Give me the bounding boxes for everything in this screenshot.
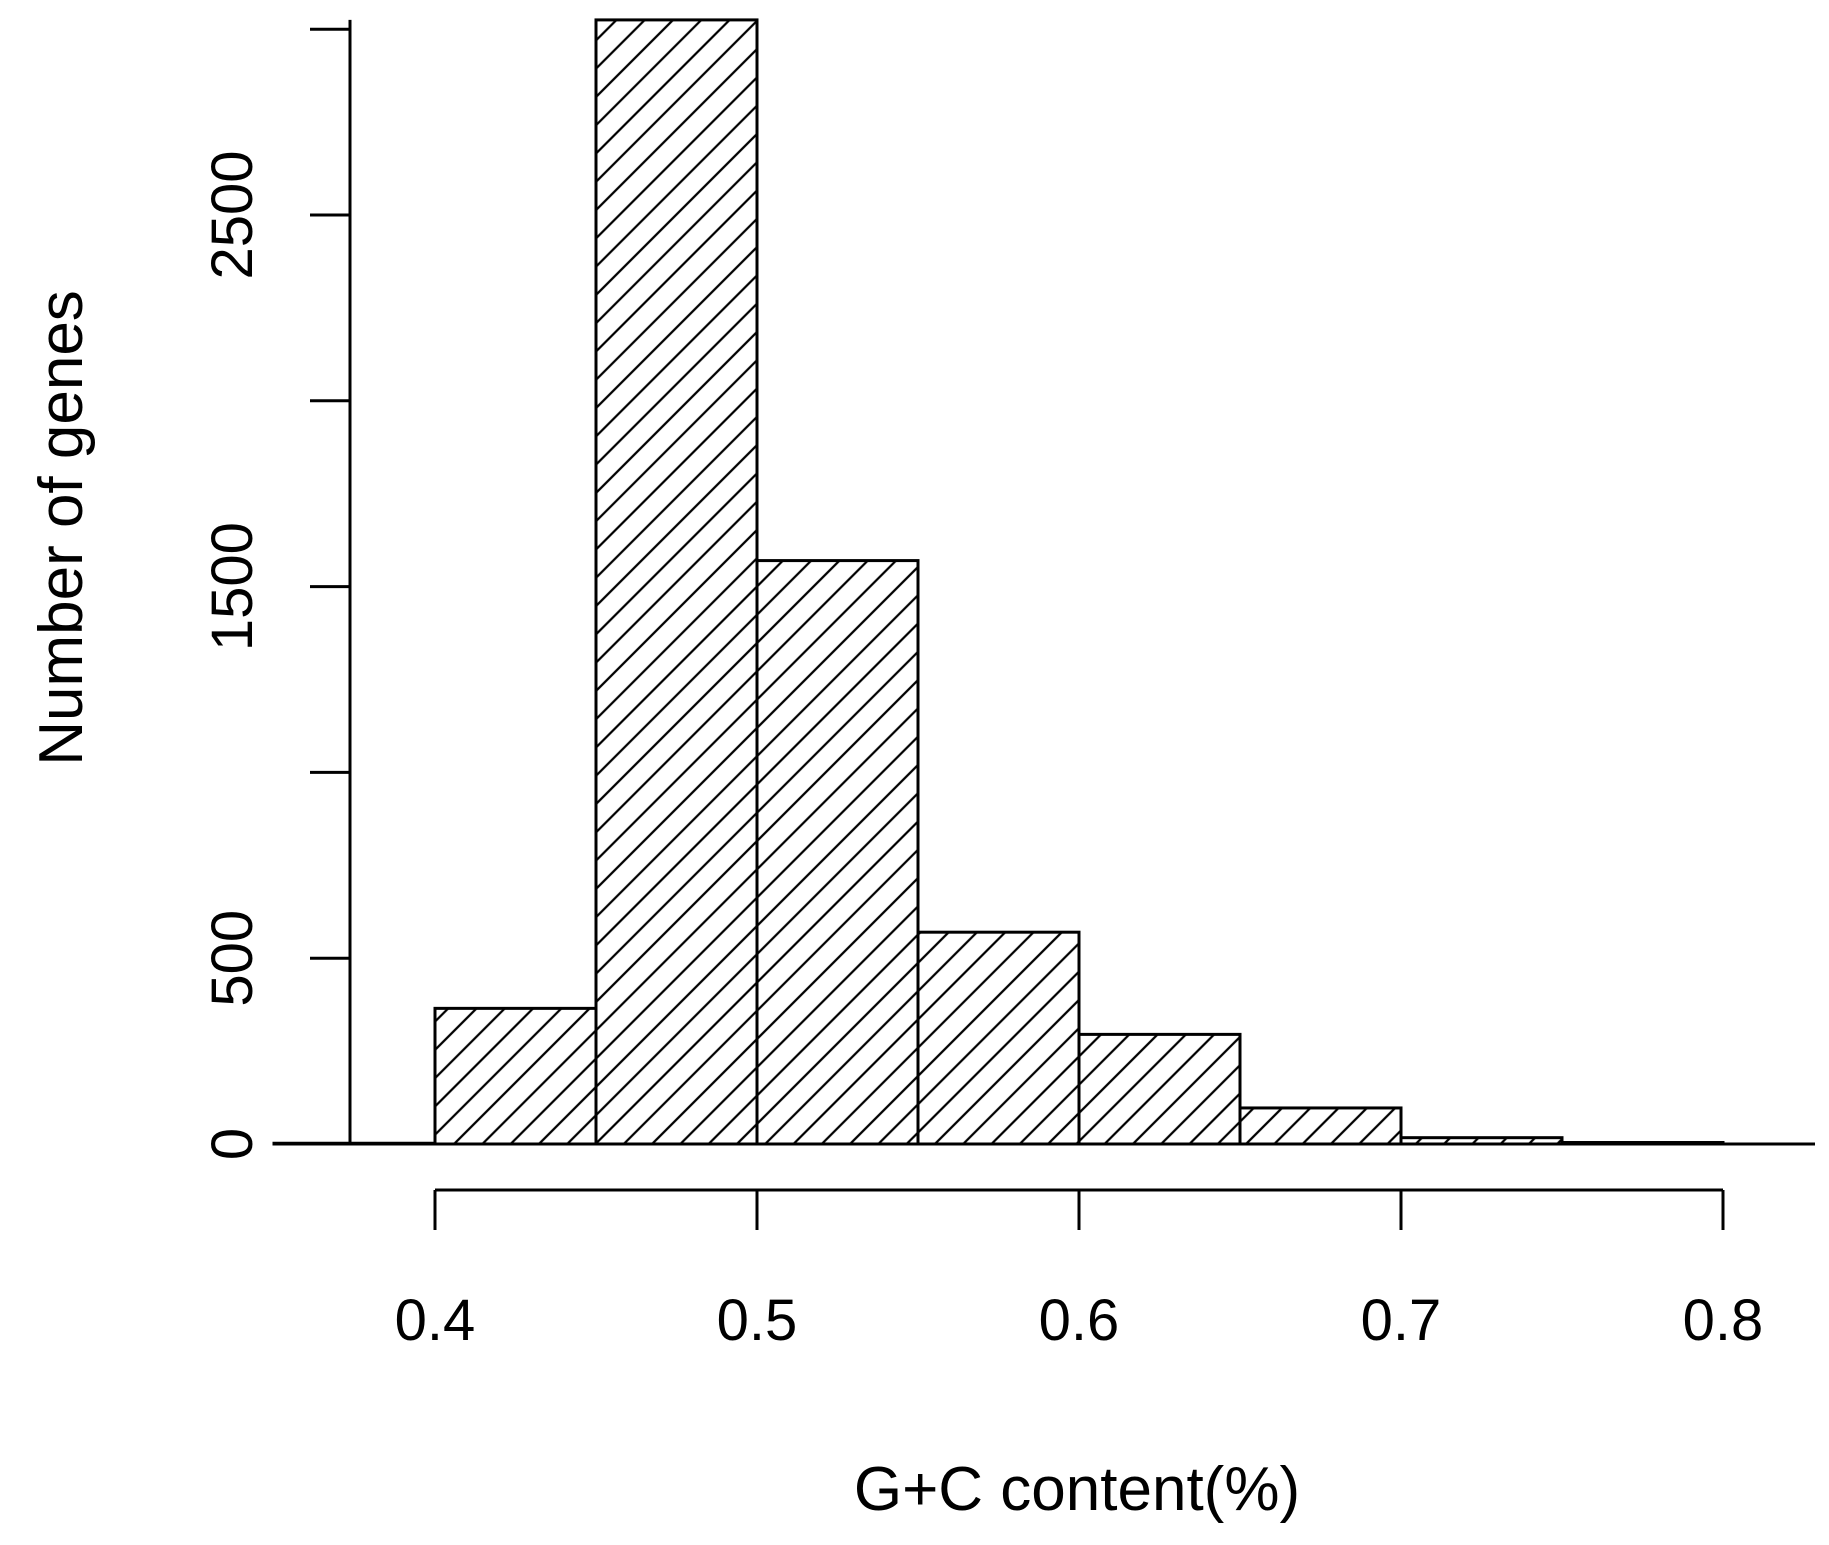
x-tick-label-0.7: 0.7 [1361, 1288, 1442, 1353]
y-axis: 0 500 1500 2500 [200, 19, 352, 1160]
x-tick-label-0.5: 0.5 [717, 1288, 798, 1353]
y-tick-label-2500: 2500 [200, 150, 265, 279]
y-tick-label-1500: 1500 [200, 522, 265, 651]
x-tick-label-0.8: 0.8 [1683, 1288, 1764, 1353]
x-axis: 0.4 0.5 0.6 0.7 0.8 [395, 1188, 1764, 1353]
y-tick-label-0: 0 [200, 1128, 265, 1160]
x-tick-label-0.4: 0.4 [395, 1288, 476, 1353]
histogram-bar-1 [433, 1006, 598, 1146]
bars-group [272, 18, 1815, 1146]
x-tick-label-0.6: 0.6 [1039, 1288, 1120, 1353]
x-axis-title: G+C content(%) [854, 1455, 1300, 1524]
y-tick-label-500: 500 [200, 910, 265, 1007]
histogram-bar-5 [1077, 1032, 1242, 1146]
y-axis-title: Number of genes [27, 290, 96, 766]
histogram-bar-2 [594, 18, 759, 1146]
histogram-bar-4 [916, 930, 1081, 1146]
histogram-bar-3 [755, 559, 920, 1146]
histogram-bar-6 [1238, 1106, 1403, 1146]
